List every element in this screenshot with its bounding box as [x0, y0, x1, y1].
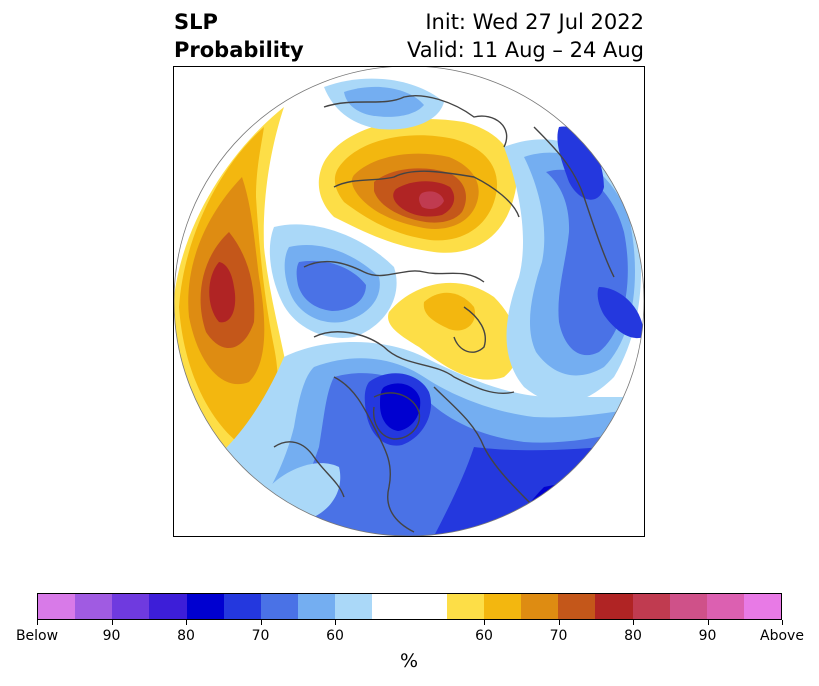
title-product: Probability — [174, 38, 304, 62]
colorbar-swatch — [446, 594, 484, 619]
colorbar-tick-mark — [558, 620, 560, 625]
colorbar-swatch — [409, 594, 447, 619]
colorbar-swatch — [75, 594, 113, 619]
colorbar-tick-label: 70 — [251, 628, 270, 644]
colorbar-tick-label: Below — [15, 628, 59, 644]
colorbar-tick-label: 90 — [102, 628, 121, 644]
coastlines — [273, 95, 615, 533]
probability-field — [174, 67, 644, 536]
colorbar-swatch — [483, 594, 522, 619]
colorbar-swatch — [558, 594, 596, 619]
colorbar-swatch — [149, 594, 187, 619]
colorbar-tick-label: 80 — [624, 628, 642, 644]
colorbar-tick-mark — [37, 620, 38, 625]
colorbar-tick-label: 70 — [549, 628, 568, 644]
colorbar-tick-label: 60 — [475, 628, 493, 644]
colorbar-tick-mark — [111, 620, 113, 625]
colorbar-tick-label: 80 — [177, 628, 195, 644]
colorbar-swatch — [186, 594, 224, 619]
colorbar-tick-mark — [707, 620, 709, 625]
colorbar-swatch — [669, 594, 707, 619]
colorbar-swatch — [706, 594, 744, 619]
colorbar-tick-mark — [484, 620, 485, 625]
colorbar-tick-label: Above — [760, 628, 804, 644]
title-init-date: Init: Wed 27 Jul 2022 — [425, 10, 644, 34]
colorbar-swatch — [112, 594, 150, 619]
colorbar-tick-label: 60 — [326, 628, 344, 644]
colorbar-swatch — [595, 594, 633, 619]
colorbar-tick-mark — [186, 620, 187, 625]
polar-map-panel — [173, 66, 645, 537]
colorbar-tick-mark — [782, 620, 783, 625]
colorbar-tick-mark — [260, 620, 262, 625]
colorbar-swatch — [521, 594, 559, 619]
map-title-right: Init: Wed 27 Jul 2022 Valid: 11 Aug – 24… — [407, 8, 644, 64]
colorbar-swatch — [223, 594, 261, 619]
colorbar-tick-label: 90 — [698, 628, 717, 644]
colorbar-swatch — [632, 594, 670, 619]
colorbar-swatch — [335, 594, 373, 619]
colorbar-swatch — [298, 594, 336, 619]
colorbar-swatch — [743, 594, 782, 619]
title-valid-range: Valid: 11 Aug – 24 Aug — [406, 38, 644, 62]
colorbar-swatch — [260, 594, 299, 619]
colorbar-tick-mark — [633, 620, 634, 625]
polar-stereographic-map — [174, 67, 644, 536]
colorbar — [37, 593, 782, 620]
title-variable: SLP — [174, 10, 218, 34]
colorbar-swatch — [372, 594, 410, 619]
map-title-left: SLP Probability — [174, 8, 304, 64]
colorbar-unit-label: % — [399, 650, 419, 672]
colorbar-swatch — [38, 594, 76, 619]
colorbar-tick-mark — [335, 620, 336, 625]
